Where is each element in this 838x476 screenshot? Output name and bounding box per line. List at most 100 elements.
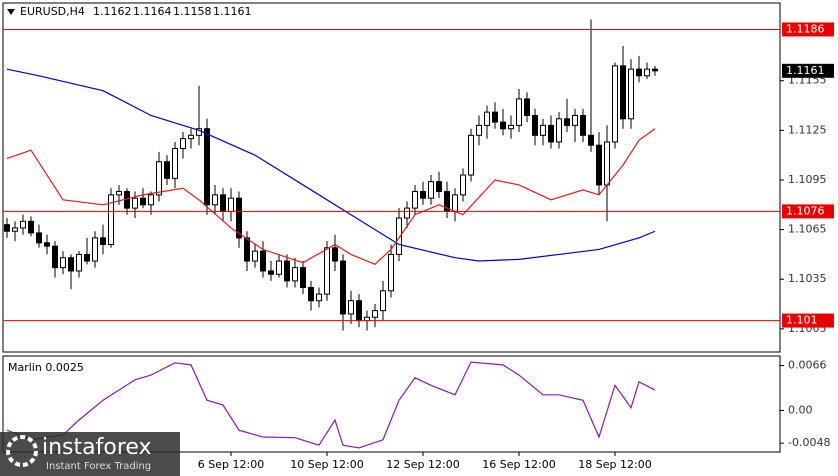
current-price: 1.1161 bbox=[786, 64, 825, 77]
header-open: 1.1162 bbox=[93, 5, 132, 18]
candle-body bbox=[404, 207, 410, 219]
candle-body bbox=[604, 141, 610, 186]
candle-body bbox=[636, 68, 642, 77]
level-label: 1.1076 bbox=[786, 204, 825, 217]
y-tick-label: 1.1125 bbox=[788, 123, 827, 136]
candle-body bbox=[268, 270, 274, 275]
candle-body bbox=[508, 124, 514, 130]
candle-body bbox=[252, 250, 258, 262]
y-tick-label: 1.1065 bbox=[788, 223, 827, 236]
candle-body bbox=[612, 65, 618, 143]
candle-body bbox=[332, 247, 338, 262]
candle-body bbox=[292, 267, 298, 282]
candle-body bbox=[12, 227, 18, 232]
y-tick-label: 0.00 bbox=[788, 403, 813, 416]
header-low: 1.1158 bbox=[173, 5, 212, 18]
y-tick-label: 1.1095 bbox=[788, 173, 827, 186]
candle-body bbox=[44, 242, 50, 247]
candle-body bbox=[60, 257, 66, 269]
candle-body bbox=[500, 121, 506, 130]
candle-body bbox=[580, 114, 586, 136]
x-tick-label: 12 Sep 12:00 bbox=[386, 458, 459, 471]
candle-body bbox=[220, 194, 226, 212]
level-label: 1.101 bbox=[786, 314, 818, 327]
candle-body bbox=[588, 134, 594, 146]
candle-body bbox=[236, 197, 242, 239]
y-tick-label: -0.0048 bbox=[788, 436, 830, 449]
candle-body bbox=[452, 194, 458, 212]
candle-body bbox=[244, 237, 250, 262]
candle-body bbox=[52, 245, 58, 269]
candle-body bbox=[204, 128, 210, 206]
candle-body bbox=[36, 232, 42, 244]
moving-average bbox=[6, 68, 656, 262]
candle-body bbox=[492, 111, 498, 123]
candle-body bbox=[596, 144, 602, 186]
candle-body bbox=[300, 267, 306, 288]
candle-body bbox=[4, 224, 10, 232]
candle-body bbox=[100, 237, 106, 245]
symbol: EURUSD,H4 bbox=[20, 5, 85, 18]
main-pane bbox=[2, 2, 781, 353]
candle-body bbox=[284, 260, 290, 282]
candle-body bbox=[108, 194, 114, 245]
candle-body bbox=[516, 98, 522, 126]
candle-body bbox=[76, 253, 82, 272]
level-label-bg bbox=[782, 22, 834, 37]
level-label-bg bbox=[782, 204, 834, 219]
moving-average bbox=[6, 128, 656, 266]
candle-body bbox=[188, 134, 194, 140]
candle-body bbox=[372, 310, 378, 318]
x-tick-label: 6 Sep 12:00 bbox=[198, 458, 264, 471]
candle-body bbox=[148, 194, 154, 206]
candle-body bbox=[420, 191, 426, 199]
tagline: Instant Forex Trading bbox=[46, 461, 151, 472]
x-tick-label: 16 Sep 12:00 bbox=[482, 458, 555, 471]
candle-body bbox=[324, 247, 330, 295]
indicator-pane bbox=[2, 355, 781, 453]
y-tick-label: 1.1035 bbox=[788, 272, 827, 285]
level-label-bg bbox=[782, 313, 834, 328]
candle-body bbox=[412, 191, 418, 209]
candle-body bbox=[116, 191, 122, 196]
candle-body bbox=[20, 220, 26, 229]
candle-body bbox=[308, 286, 314, 302]
candle-body bbox=[132, 197, 138, 209]
x-tick-label: 10 Sep 12:00 bbox=[290, 458, 363, 471]
candle-body bbox=[524, 98, 530, 116]
candle-body bbox=[276, 260, 282, 275]
candle-body bbox=[532, 114, 538, 136]
candle-body bbox=[172, 148, 178, 179]
candle-body bbox=[652, 68, 658, 72]
candle-body bbox=[620, 65, 626, 120]
candle-body bbox=[348, 300, 354, 315]
candle-body bbox=[436, 181, 442, 193]
candle-body bbox=[180, 138, 186, 150]
candle-body bbox=[540, 124, 546, 136]
y-tick-label: 0.0066 bbox=[788, 359, 827, 372]
candle-body bbox=[84, 253, 90, 262]
logo: instaforex Instant Forex Trading bbox=[0, 432, 180, 476]
candle-body bbox=[212, 194, 218, 206]
candle-body bbox=[460, 174, 466, 196]
candle-body bbox=[572, 114, 578, 126]
indicator-title: Marlin 0.0025 bbox=[8, 361, 84, 374]
x-tick-label: 18 Sep 12:00 bbox=[578, 458, 651, 471]
price-label-bg bbox=[782, 63, 834, 78]
candle-body bbox=[356, 300, 362, 322]
candle-body bbox=[68, 257, 74, 272]
header-high: 1.1164 bbox=[133, 5, 172, 18]
logo-icon bbox=[6, 435, 38, 467]
candle-body bbox=[260, 250, 266, 272]
candle-body bbox=[164, 161, 170, 179]
candle-body bbox=[156, 161, 162, 196]
candle-body bbox=[340, 260, 346, 315]
candle-body bbox=[644, 68, 650, 77]
candle-body bbox=[140, 197, 146, 206]
level-label: 1.1186 bbox=[786, 22, 825, 35]
candle-body bbox=[548, 124, 554, 143]
oscillator-line bbox=[6, 361, 656, 449]
candle-body bbox=[564, 118, 570, 126]
